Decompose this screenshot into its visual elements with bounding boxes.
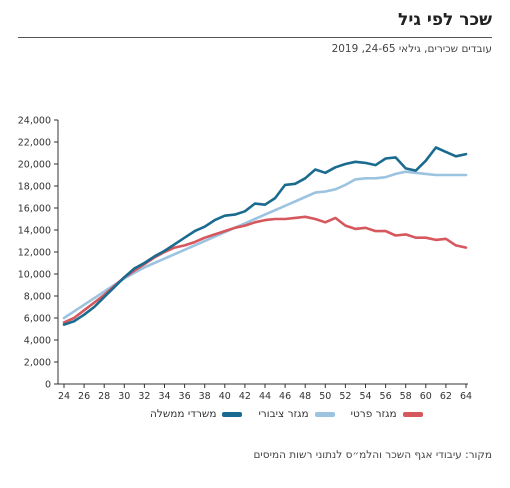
x-tick-label: 54 <box>359 391 371 402</box>
x-tick-label: 48 <box>299 391 311 402</box>
y-tick-label: 0 <box>45 380 51 391</box>
x-tick-label: 30 <box>118 391 130 402</box>
legend-label-public: מגזר ציבורי <box>258 408 309 420</box>
y-tick-label: 2,000 <box>24 358 51 369</box>
x-tick-label: 60 <box>420 391 432 402</box>
y-tick-label: 20,000 <box>18 160 51 171</box>
x-tick-label: 52 <box>339 391 351 402</box>
x-tick-label: 50 <box>319 391 331 402</box>
x-tick-label: 42 <box>239 391 251 402</box>
y-tick-label: 18,000 <box>18 182 51 193</box>
y-tick-label: 4,000 <box>24 336 51 347</box>
legend-swatch-government <box>222 411 243 417</box>
x-tick-label: 64 <box>460 391 472 402</box>
legend-swatch-private <box>402 411 423 417</box>
y-tick-label: 14,000 <box>18 226 51 237</box>
y-tick-label: 6,000 <box>24 314 51 325</box>
legend: משרדי ממשלה מגזר ציבורי מגזר פרטי <box>150 408 423 420</box>
title-divider <box>18 37 492 38</box>
y-tick-label: 12,000 <box>18 248 51 259</box>
x-tick-label: 32 <box>138 391 150 402</box>
legend-item-private: מגזר פרטי <box>351 408 423 420</box>
legend-item-government: משרדי ממשלה <box>150 408 243 420</box>
x-tick-label: 24 <box>58 391 70 402</box>
x-tick-label: 38 <box>199 391 211 402</box>
x-tick-label: 36 <box>179 391 191 402</box>
x-tick-label: 58 <box>400 391 412 402</box>
x-tick-label: 28 <box>98 391 110 402</box>
x-tick-label: 26 <box>78 391 90 402</box>
x-tick-label: 56 <box>380 391 392 402</box>
x-tick-label: 44 <box>259 391 271 402</box>
legend-swatch-public <box>314 411 335 417</box>
y-tick-label: 16,000 <box>18 204 51 215</box>
series-line-public <box>62 170 468 320</box>
legend-label-government: משרדי ממשלה <box>150 408 217 420</box>
x-tick-label: 40 <box>219 391 231 402</box>
source-note: מקור: עיבודי אגף השכר והלמ״ס לנתוני רשות… <box>253 449 492 461</box>
y-tick-label: 8,000 <box>24 292 51 303</box>
series-line-government <box>62 146 468 326</box>
x-tick-label: 62 <box>440 391 452 402</box>
y-tick-label: 22,000 <box>18 138 51 149</box>
series-line-private <box>62 215 468 324</box>
x-tick-label: 46 <box>279 391 291 402</box>
chart-title: שכר לפי גיל <box>398 10 492 30</box>
y-tick-label: 10,000 <box>18 270 51 281</box>
x-tick-label: 34 <box>158 391 170 402</box>
legend-label-private: מגזר פרטי <box>350 408 397 420</box>
y-tick-label: 24,000 <box>18 116 51 127</box>
chart-subtitle: עובדים שכירים, גילאי 24-65, 2019 <box>331 43 492 55</box>
legend-item-public: מגזר ציבורי <box>258 408 335 420</box>
